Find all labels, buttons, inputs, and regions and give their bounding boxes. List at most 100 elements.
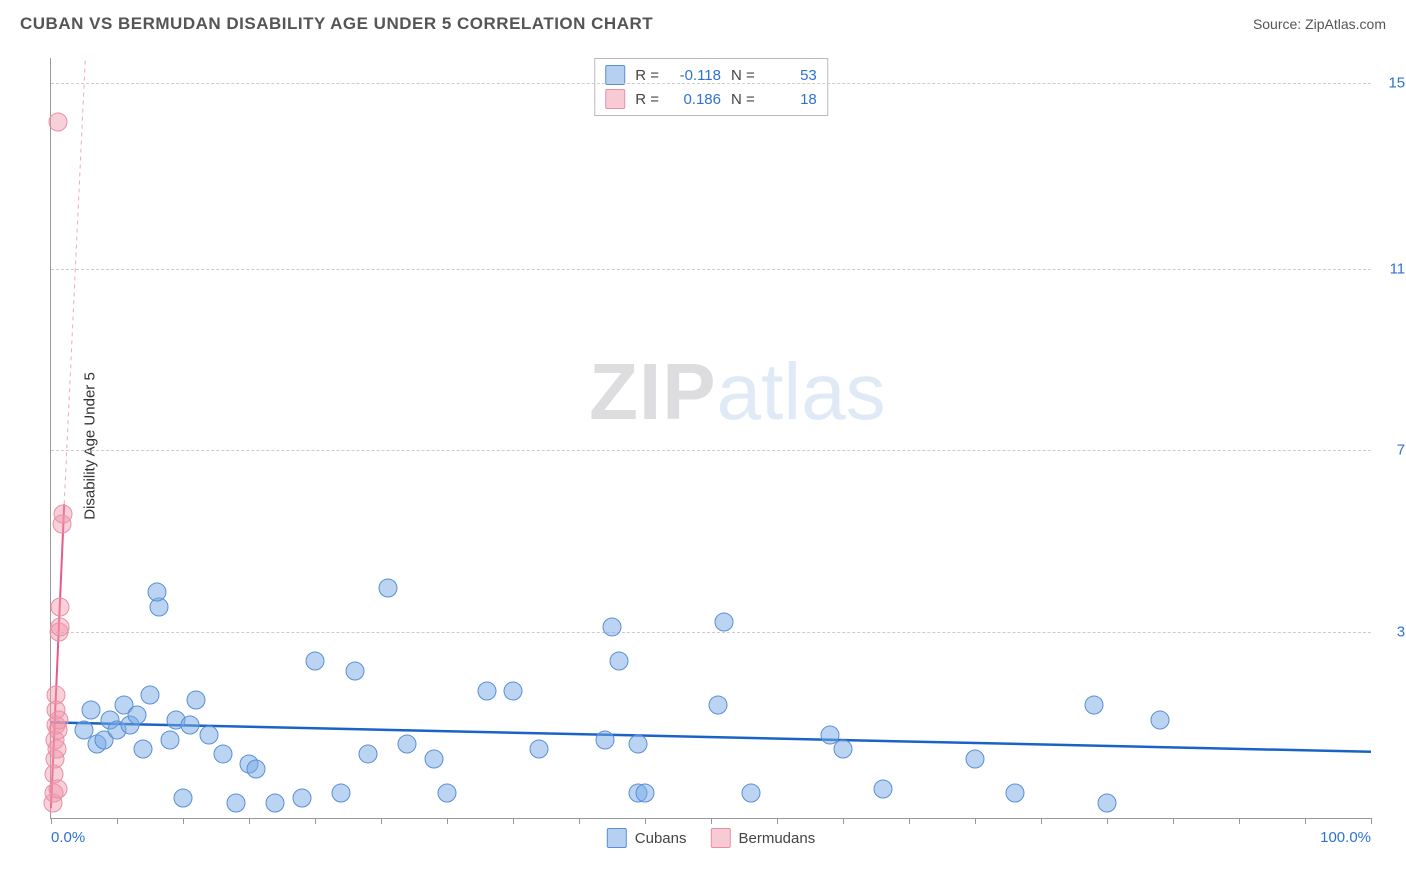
x-tick (513, 818, 514, 824)
legend-label-cubans: Cubans (635, 830, 687, 847)
data-point (609, 652, 628, 671)
data-point (873, 779, 892, 798)
data-point (49, 710, 68, 729)
data-point (48, 779, 67, 798)
swatch-pink-icon (710, 828, 730, 848)
x-tick (51, 818, 52, 824)
source-attribution: Source: ZipAtlas.com (1253, 16, 1386, 32)
data-point (47, 686, 66, 705)
data-point (636, 784, 655, 803)
stats-row-bermudans: R = 0.186 N = 18 (605, 87, 817, 111)
y-tick-label: 7.5% (1376, 442, 1406, 459)
data-point (292, 789, 311, 808)
data-point (629, 735, 648, 754)
x-tick (711, 818, 712, 824)
data-point (134, 740, 153, 759)
n-value-cubans: 53 (765, 67, 817, 84)
data-point (1150, 710, 1169, 729)
data-point (596, 730, 615, 749)
data-point (306, 652, 325, 671)
data-point (213, 745, 232, 764)
x-axis-ticks (51, 818, 1371, 824)
source-name: ZipAtlas.com (1305, 16, 1386, 32)
data-point (715, 612, 734, 631)
y-tick-label: 15.0% (1376, 74, 1406, 91)
data-point (51, 598, 70, 617)
data-point (1098, 794, 1117, 813)
y-tick-label: 3.8% (1376, 623, 1406, 640)
data-point (200, 725, 219, 744)
data-point (741, 784, 760, 803)
x-tick (579, 818, 580, 824)
gridline (51, 269, 1371, 270)
data-point (180, 715, 199, 734)
data-point (53, 505, 72, 524)
r-label: R = (635, 67, 659, 84)
x-tick (645, 818, 646, 824)
x-tick (843, 818, 844, 824)
gridline (51, 450, 1371, 451)
data-point (266, 794, 285, 813)
data-point (48, 112, 67, 131)
stats-legend: R = -0.118 N = 53 R = 0.186 N = 18 (594, 58, 828, 116)
x-tick (975, 818, 976, 824)
data-point (966, 750, 985, 769)
x-tick (315, 818, 316, 824)
n-label: N = (731, 91, 755, 108)
data-point (127, 706, 146, 725)
x-tick (117, 818, 118, 824)
data-point (345, 661, 364, 680)
data-point (1005, 784, 1024, 803)
data-point (358, 745, 377, 764)
data-point (378, 578, 397, 597)
r-label: R = (635, 91, 659, 108)
data-point (81, 701, 100, 720)
data-point (226, 794, 245, 813)
x-tick (249, 818, 250, 824)
swatch-pink-icon (605, 89, 625, 109)
data-point (47, 740, 66, 759)
r-value-bermudans: 0.186 (669, 91, 721, 108)
data-point (50, 617, 69, 636)
x-tick (909, 818, 910, 824)
data-point (438, 784, 457, 803)
data-point (398, 735, 417, 754)
data-point (160, 730, 179, 749)
trend-line (51, 722, 1371, 751)
x-tick (1371, 818, 1372, 824)
data-point (174, 789, 193, 808)
data-point (147, 583, 166, 602)
trend-line (64, 58, 85, 504)
data-point (187, 691, 206, 710)
legend-item-cubans: Cubans (607, 828, 687, 848)
series-legend: Cubans Bermudans (607, 828, 815, 848)
r-value-cubans: -0.118 (669, 67, 721, 84)
data-point (708, 696, 727, 715)
data-point (141, 686, 160, 705)
x-tick (381, 818, 382, 824)
data-point (834, 740, 853, 759)
gridline (51, 83, 1371, 84)
chart-title: CUBAN VS BERMUDAN DISABILITY AGE UNDER 5… (20, 14, 653, 34)
x-tick (1305, 818, 1306, 824)
x-tick (1041, 818, 1042, 824)
x-tick (1173, 818, 1174, 824)
chart-header: CUBAN VS BERMUDAN DISABILITY AGE UNDER 5… (0, 0, 1406, 44)
y-tick-label: 11.2% (1376, 260, 1406, 277)
data-point (424, 750, 443, 769)
legend-item-bermudans: Bermudans (710, 828, 815, 848)
data-point (246, 759, 265, 778)
x-max-label: 100.0% (1320, 829, 1371, 846)
x-tick (183, 818, 184, 824)
data-point (530, 740, 549, 759)
swatch-blue-icon (607, 828, 627, 848)
x-tick (777, 818, 778, 824)
data-point (1084, 696, 1103, 715)
gridline (51, 632, 1371, 633)
x-min-label: 0.0% (51, 829, 85, 846)
data-point (332, 784, 351, 803)
source-prefix: Source: (1253, 16, 1305, 32)
legend-label-bermudans: Bermudans (738, 830, 815, 847)
x-tick (1239, 818, 1240, 824)
x-tick (1107, 818, 1108, 824)
